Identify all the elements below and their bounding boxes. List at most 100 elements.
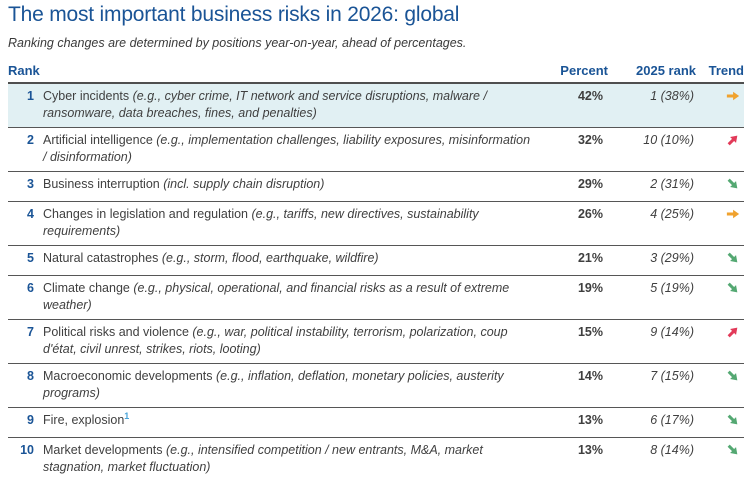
trend-arrow — [723, 248, 743, 268]
percent-value: 32% — [544, 128, 608, 172]
risk-description: Artificial intelligence (e.g., implement… — [34, 128, 544, 172]
column-header-rank: Rank — [8, 63, 544, 83]
rank-2025-value: 7 (15%) — [608, 364, 696, 408]
rank-number: 1 — [8, 83, 34, 128]
percent-value: 42% — [544, 83, 608, 128]
rank-2025-value: 3 (29%) — [608, 246, 696, 276]
column-header-2025-rank: 2025 rank — [608, 63, 696, 83]
risk-name: Climate change — [43, 281, 130, 295]
trend-up-icon — [726, 325, 740, 339]
percent-value: 29% — [544, 172, 608, 202]
trend-down-icon — [726, 177, 740, 191]
trend-cell — [696, 438, 744, 481]
rank-2025-value: 9 (14%) — [608, 320, 696, 364]
rank-number: 8 — [8, 364, 34, 408]
risk-description: Macroeconomic developments (e.g., inflat… — [34, 364, 544, 408]
risk-description: Business interruption (incl. supply chai… — [34, 172, 544, 202]
risk-name: Macroeconomic developments — [43, 369, 213, 383]
trend-cell — [696, 408, 744, 438]
trend-cell — [696, 246, 744, 276]
trend-down-icon — [726, 369, 740, 383]
risk-name: Natural catastrophes — [43, 251, 158, 265]
trend-down-icon — [726, 443, 740, 457]
column-header-trend: Trend — [696, 63, 744, 83]
trend-arrow — [723, 174, 743, 194]
trend-cell — [696, 172, 744, 202]
trend-arrow — [723, 322, 743, 342]
trend-arrow — [723, 440, 743, 460]
rank-2025-value: 6 (17%) — [608, 408, 696, 438]
risk-name: Artificial intelligence — [43, 133, 153, 147]
rank-2025-value: 4 (25%) — [608, 202, 696, 246]
trend-down-icon — [726, 281, 740, 295]
rank-number: 3 — [8, 172, 34, 202]
risk-name: Political risks and violence — [43, 325, 189, 339]
rank-2025-value: 5 (19%) — [608, 276, 696, 320]
risk-detail: (incl. supply chain disruption) — [163, 177, 324, 191]
rank-number: 4 — [8, 202, 34, 246]
trend-unchanged-icon — [726, 89, 740, 103]
trend-arrow — [723, 278, 743, 298]
risk-description: Changes in legislation and regulation (e… — [34, 202, 544, 246]
risk-description: Fire, explosion1 — [34, 408, 544, 438]
percent-value: 26% — [544, 202, 608, 246]
percent-value: 15% — [544, 320, 608, 364]
trend-arrow — [726, 89, 740, 103]
footnote-marker: 1 — [124, 411, 129, 421]
percent-value: 13% — [544, 408, 608, 438]
risk-description: Market developments (e.g., intensified c… — [34, 438, 544, 481]
trend-cell — [696, 128, 744, 172]
percent-value: 14% — [544, 364, 608, 408]
percent-value: 21% — [544, 246, 608, 276]
trend-arrow — [723, 410, 743, 430]
rank-2025-value: 2 (31%) — [608, 172, 696, 202]
risk-detail: (e.g., storm, flood, earthquake, wildfir… — [162, 251, 379, 265]
rank-2025-value: 1 (38%) — [608, 83, 696, 128]
rank-number: 6 — [8, 276, 34, 320]
page-subtitle: Ranking changes are determined by positi… — [8, 36, 744, 50]
rank-2025-value: 8 (14%) — [608, 438, 696, 481]
rank-2025-value: 10 (10%) — [608, 128, 696, 172]
risk-description: Political risks and violence (e.g., war,… — [34, 320, 544, 364]
page-title: The most important business risks in 202… — [8, 3, 744, 27]
trend-cell — [696, 364, 744, 408]
trend-arrow — [723, 366, 743, 386]
percent-value: 13% — [544, 438, 608, 481]
risk-description: Climate change (e.g., physical, operatio… — [34, 276, 544, 320]
trend-unchanged-icon — [726, 207, 740, 221]
rank-number: 10 — [8, 438, 34, 481]
risk-description: Cyber incidents (e.g., cyber crime, IT n… — [34, 83, 544, 128]
rank-number: 7 — [8, 320, 34, 364]
trend-cell — [696, 202, 744, 246]
risk-table-header: Rank Percent 2025 rank Trend — [8, 63, 744, 83]
column-header-percent: Percent — [544, 63, 608, 83]
rank-number: 2 — [8, 128, 34, 172]
trend-up-icon — [726, 133, 740, 147]
rank-number: 5 — [8, 246, 34, 276]
trend-cell — [696, 83, 744, 128]
trend-cell — [696, 320, 744, 364]
trend-arrow — [726, 207, 740, 221]
risk-description: Natural catastrophes (e.g., storm, flood… — [34, 246, 544, 276]
risk-name: Business interruption — [43, 177, 160, 191]
header-row: Rank Percent 2025 rank Trend — [8, 63, 744, 83]
trend-down-icon — [726, 251, 740, 265]
risk-name: Fire, explosion — [43, 413, 124, 427]
trend-down-icon — [726, 413, 740, 427]
risk-name: Market developments — [43, 443, 163, 457]
risk-name: Cyber incidents — [43, 89, 129, 103]
trend-cell — [696, 276, 744, 320]
